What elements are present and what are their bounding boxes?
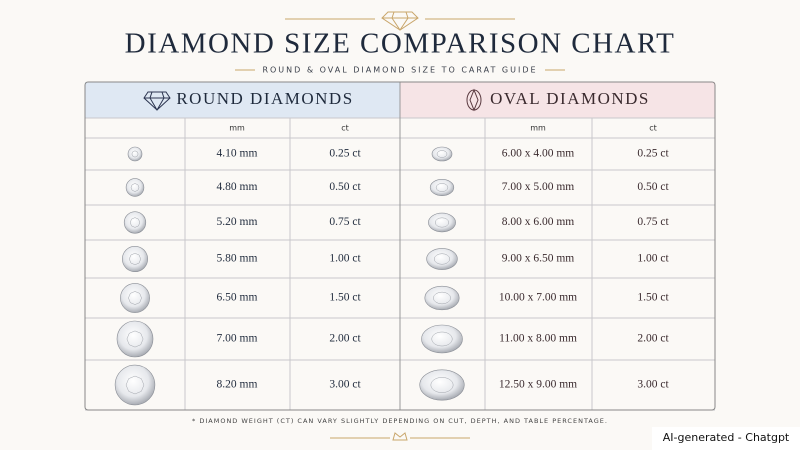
- gem-table: [436, 150, 448, 158]
- carat: 2.00 ct: [329, 333, 361, 345]
- carat: 0.75 ct: [329, 216, 361, 228]
- carat: 1.00 ct: [637, 253, 669, 265]
- gem-body: [120, 283, 150, 313]
- carat: 1.50 ct: [329, 292, 361, 304]
- gem-table: [125, 375, 145, 395]
- oval-icon: [466, 88, 482, 112]
- carat: 0.25 ct: [329, 148, 361, 160]
- gem-table: [431, 331, 453, 347]
- oval-header-bg: [400, 82, 715, 118]
- oval-diamond: [431, 146, 453, 162]
- oval-diamond: [424, 285, 460, 311]
- gem-body: [125, 178, 145, 197]
- column-header: mm: [530, 124, 546, 133]
- oval-diamond: [426, 248, 458, 270]
- carat: 0.50 ct: [329, 181, 361, 193]
- table-border: [84, 81, 716, 411]
- round-diamond: [114, 364, 156, 406]
- gem-body: [426, 248, 458, 270]
- column-header: ct: [341, 124, 349, 133]
- round-diamond: [123, 211, 147, 234]
- round-diamond: [127, 146, 143, 162]
- size-mm: 10.00 x 7.00 mm: [499, 292, 577, 304]
- subtitle: ROUND & OVAL DIAMOND SIZE TO CARAT GUIDE: [262, 66, 537, 75]
- gem-table: [130, 183, 140, 192]
- round-title: ROUND DIAMONDS: [176, 89, 353, 108]
- round-diamond: [116, 320, 154, 358]
- gem-body: [429, 179, 455, 197]
- round-diamond: [122, 246, 149, 273]
- column-header: mm: [229, 124, 245, 133]
- column-header: ct: [649, 124, 657, 133]
- size-mm: 12.50 x 9.00 mm: [499, 379, 577, 391]
- oval-diamond: [429, 179, 455, 197]
- gem-table: [126, 330, 144, 348]
- title: DIAMOND SIZE COMPARISON CHART: [125, 28, 676, 60]
- oval-diamond: [419, 369, 465, 401]
- gem-body: [428, 212, 456, 233]
- gem-body: [114, 364, 156, 406]
- carat: 1.50 ct: [637, 292, 669, 304]
- bottom-ornament: [330, 432, 470, 441]
- carat: 2.00 ct: [637, 333, 669, 345]
- gem-body: [116, 320, 154, 358]
- size-mm: 4.10 mm: [217, 148, 258, 160]
- gem-body: [419, 369, 465, 401]
- size-mm: 7.00 mm: [217, 333, 258, 345]
- gem-table: [129, 253, 141, 265]
- gem-table: [433, 291, 451, 305]
- size-mm: 7.00 x 5.00 mm: [502, 181, 575, 193]
- size-mm: 6.00 x 4.00 mm: [502, 148, 575, 160]
- footnote: * DIAMOND WEIGHT (CT) CAN VARY SLIGHTLY …: [192, 417, 608, 425]
- carat: 0.25 ct: [637, 148, 669, 160]
- round-diamond: [120, 283, 150, 313]
- oval-diamond: [428, 212, 456, 233]
- round-diamond: [125, 178, 145, 197]
- gem-body: [127, 146, 143, 162]
- size-mm: 5.80 mm: [217, 253, 258, 265]
- size-mm: 9.00 x 6.50 mm: [502, 253, 575, 265]
- oval-diamond: [421, 324, 463, 354]
- oval-title: OVAL DIAMONDS: [490, 89, 650, 108]
- comparison-table: ROUND DIAMONDS OVAL DIAMONDS mm ct 4.10 mm…: [84, 81, 716, 411]
- watermark-bg: [652, 427, 800, 450]
- gem-body: [421, 324, 463, 354]
- top-ornament: [285, 11, 515, 31]
- gem-table: [430, 377, 454, 393]
- gem-table: [131, 150, 139, 158]
- gem-table: [434, 253, 450, 265]
- size-mm: 5.20 mm: [217, 216, 258, 228]
- watermark: AI-generated - Chatgpt: [663, 431, 790, 444]
- gem-body: [122, 246, 149, 273]
- carat: 1.00 ct: [329, 253, 361, 265]
- gem-body: [123, 211, 147, 234]
- size-mm: 6.50 mm: [217, 292, 258, 304]
- gem-table: [128, 291, 142, 305]
- gem-table: [434, 217, 450, 228]
- round-icon: [143, 91, 171, 111]
- gem-body: [431, 146, 453, 162]
- size-mm: 8.20 mm: [217, 379, 258, 391]
- size-mm: 8.00 x 6.00 mm: [502, 216, 575, 228]
- carat: 0.50 ct: [637, 181, 669, 193]
- carat: 3.00 ct: [637, 379, 669, 391]
- gem-table: [129, 217, 141, 228]
- gem-table: [435, 183, 449, 192]
- round-header-bg: [85, 82, 400, 118]
- gem-body: [424, 285, 460, 311]
- size-mm: 11.00 x 8.00 mm: [499, 333, 577, 345]
- carat: 3.00 ct: [329, 379, 361, 391]
- size-mm: 4.80 mm: [217, 181, 258, 193]
- carat: 0.75 ct: [637, 216, 669, 228]
